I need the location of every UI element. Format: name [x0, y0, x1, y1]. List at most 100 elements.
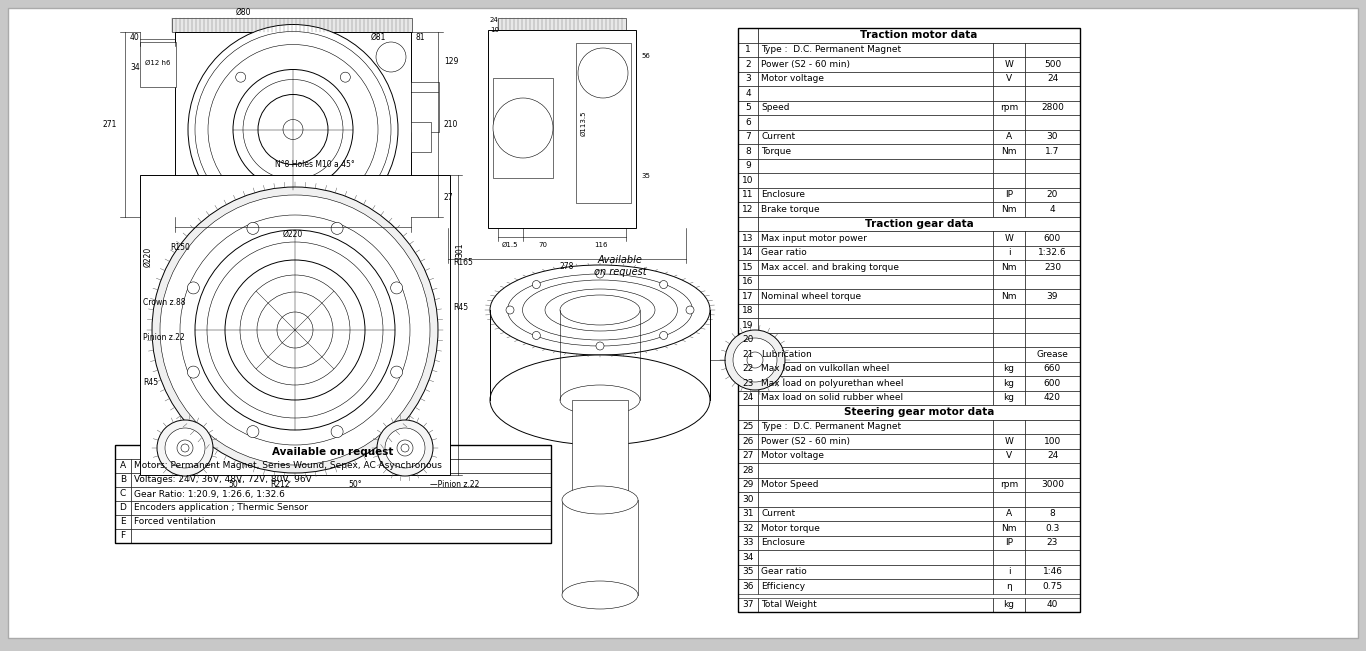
Bar — [1024, 361, 1081, 376]
Bar — [1024, 449, 1081, 463]
Text: 660: 660 — [1044, 365, 1061, 373]
Bar — [993, 202, 1024, 217]
Circle shape — [734, 338, 777, 382]
Text: 600: 600 — [1044, 234, 1061, 243]
Bar — [758, 506, 993, 521]
Bar — [758, 217, 993, 231]
Bar — [131, 473, 550, 487]
Bar — [561, 500, 638, 595]
Bar — [738, 57, 758, 72]
Bar — [993, 550, 1024, 564]
Bar — [738, 463, 758, 477]
Bar — [1024, 391, 1081, 405]
Bar — [993, 492, 1024, 506]
Bar — [758, 202, 993, 217]
Bar — [738, 376, 758, 391]
Circle shape — [376, 42, 406, 72]
Ellipse shape — [545, 289, 656, 331]
Bar — [738, 158, 758, 173]
Text: R165: R165 — [454, 258, 473, 267]
Text: 33: 33 — [742, 538, 754, 547]
Bar — [1024, 231, 1081, 245]
Circle shape — [331, 223, 343, 234]
Text: i: i — [1008, 248, 1011, 257]
Text: 1:46: 1:46 — [1042, 567, 1063, 576]
Text: Nm: Nm — [1001, 205, 1016, 214]
Text: Voltages: 24V, 36V, 48V, 72V, 80V, 96V: Voltages: 24V, 36V, 48V, 72V, 80V, 96V — [134, 475, 311, 484]
Bar — [758, 303, 993, 318]
Bar — [758, 245, 993, 260]
Ellipse shape — [490, 355, 710, 445]
Bar — [758, 598, 993, 612]
Text: 1: 1 — [744, 46, 751, 54]
Text: 100: 100 — [1044, 437, 1061, 446]
Text: W: W — [1004, 60, 1014, 69]
Text: Enclosure: Enclosure — [761, 190, 805, 199]
Circle shape — [505, 306, 514, 314]
Circle shape — [236, 72, 246, 82]
Circle shape — [578, 48, 628, 98]
Text: 301: 301 — [455, 243, 464, 257]
Bar — [1024, 289, 1081, 303]
Bar — [738, 536, 758, 550]
Bar — [1024, 72, 1081, 86]
Text: Pinion z.22: Pinion z.22 — [143, 333, 184, 342]
Bar — [1024, 463, 1081, 477]
Text: Motors: Permanent Magnet, Series Wound, Sepex, AC Asynchronous: Motors: Permanent Magnet, Series Wound, … — [134, 462, 441, 471]
Text: Ø80: Ø80 — [235, 8, 251, 17]
Text: 2: 2 — [746, 60, 751, 69]
Circle shape — [152, 187, 438, 473]
Bar — [993, 28, 1024, 42]
Circle shape — [533, 281, 541, 288]
Ellipse shape — [560, 295, 641, 325]
Text: Steering gear motor data: Steering gear motor data — [844, 408, 994, 417]
Circle shape — [398, 440, 413, 456]
Bar — [758, 231, 993, 245]
Bar — [1024, 347, 1081, 361]
Text: 5: 5 — [744, 104, 751, 112]
Text: 24: 24 — [742, 393, 754, 402]
Text: 600: 600 — [1044, 379, 1061, 388]
Bar — [758, 391, 993, 405]
Bar — [493, 78, 553, 178]
Text: Available on request: Available on request — [272, 447, 393, 457]
Text: N°8 Holes M10 a 45°: N°8 Holes M10 a 45° — [275, 160, 355, 169]
Text: Max load on solid rubber wheel: Max load on solid rubber wheel — [761, 393, 903, 402]
Circle shape — [208, 44, 378, 214]
Bar — [993, 521, 1024, 536]
Bar — [411, 82, 438, 132]
Text: 70: 70 — [538, 242, 548, 248]
Bar — [993, 579, 1024, 594]
Circle shape — [225, 260, 365, 400]
Bar — [758, 405, 1081, 419]
Bar — [738, 72, 758, 86]
Bar — [993, 57, 1024, 72]
Ellipse shape — [572, 489, 628, 511]
Text: 39: 39 — [1046, 292, 1059, 301]
Text: R150: R150 — [169, 243, 190, 252]
Text: Torque: Torque — [761, 146, 791, 156]
Bar — [1024, 158, 1081, 173]
Bar — [738, 217, 758, 231]
Bar — [993, 231, 1024, 245]
Text: 23: 23 — [1046, 538, 1059, 547]
Text: i: i — [1008, 567, 1011, 576]
Circle shape — [391, 366, 403, 378]
Text: 18: 18 — [742, 306, 754, 315]
Bar — [993, 42, 1024, 57]
Text: 1:32.6: 1:32.6 — [1038, 248, 1067, 257]
Bar — [738, 144, 758, 158]
Bar — [993, 72, 1024, 86]
Text: rpm: rpm — [1000, 480, 1018, 490]
Text: Gear Ratio: 1:20.9, 1:26.6, 1:32.6: Gear Ratio: 1:20.9, 1:26.6, 1:32.6 — [134, 490, 285, 499]
Bar — [115, 445, 550, 459]
Bar — [993, 434, 1024, 449]
Text: Brake torque: Brake torque — [761, 205, 820, 214]
Bar — [1024, 187, 1081, 202]
Bar — [1024, 477, 1081, 492]
Bar — [993, 564, 1024, 579]
Text: 13: 13 — [742, 234, 754, 243]
Text: 28: 28 — [742, 465, 754, 475]
Circle shape — [247, 426, 260, 437]
Text: Nm: Nm — [1001, 292, 1016, 301]
